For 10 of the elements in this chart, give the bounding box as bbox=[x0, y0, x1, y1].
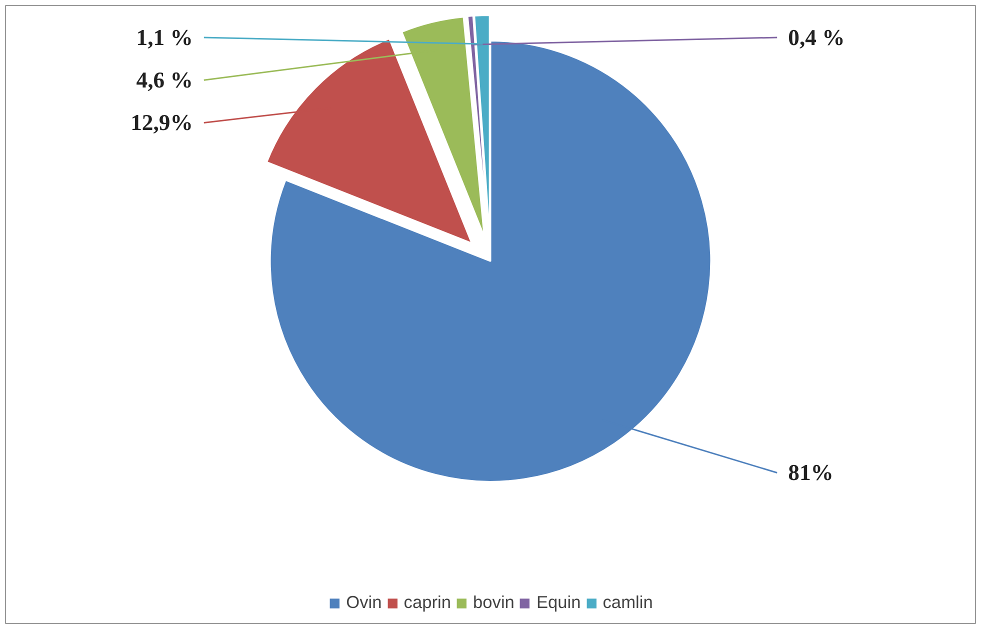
data-label: 4,6 % bbox=[136, 68, 193, 93]
data-label: 81% bbox=[788, 460, 834, 486]
legend-label: Equin bbox=[536, 592, 581, 613]
data-label: 1,1 % bbox=[136, 24, 193, 50]
data-label: 12,9% bbox=[130, 110, 193, 136]
legend-label: caprin bbox=[404, 592, 451, 613]
data-label: 0,4 % bbox=[788, 24, 845, 50]
legend-label: bovin bbox=[473, 592, 514, 613]
legend-label: Ovin bbox=[346, 592, 382, 613]
legend-label: camlin bbox=[602, 592, 653, 613]
